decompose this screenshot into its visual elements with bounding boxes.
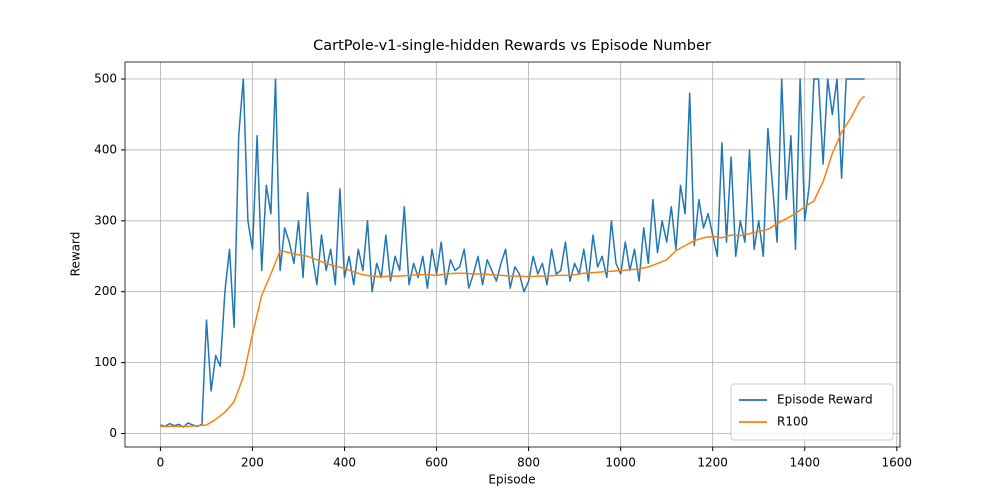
x-tick-label: 1600	[882, 456, 913, 470]
data-line	[160, 78, 865, 428]
y-tick-label: 0	[109, 426, 117, 440]
chart-title: CartPole-v1-single-hidden Rewards vs Epi…	[313, 38, 711, 54]
x-axis-label: Episode	[488, 473, 535, 487]
x-tick-label: 1200	[697, 456, 728, 470]
y-tick-label: 400	[94, 142, 117, 156]
legend: Episode Reward R100	[730, 383, 894, 441]
x-tick-label: 600	[425, 456, 448, 470]
x-tick-label: 1000	[605, 456, 636, 470]
y-tick-label: 300	[94, 213, 117, 227]
y-tick-label: 500	[94, 72, 117, 86]
legend-box	[730, 383, 894, 441]
x-tick-label: 400	[333, 456, 356, 470]
data-line	[160, 95, 866, 428]
x-tick-label: 1400	[789, 456, 820, 470]
legend-label: R100	[777, 415, 808, 429]
legend-label: Episode Reward	[777, 393, 873, 407]
x-tick-label: 200	[241, 456, 264, 470]
y-tick-label: 100	[94, 355, 117, 369]
x-tick-label: 0	[157, 456, 165, 470]
x-tick-label: 800	[517, 456, 540, 470]
y-tick-label: 200	[94, 284, 117, 298]
y-axis-label: Reward	[69, 232, 83, 277]
plot-frame	[124, 61, 901, 448]
